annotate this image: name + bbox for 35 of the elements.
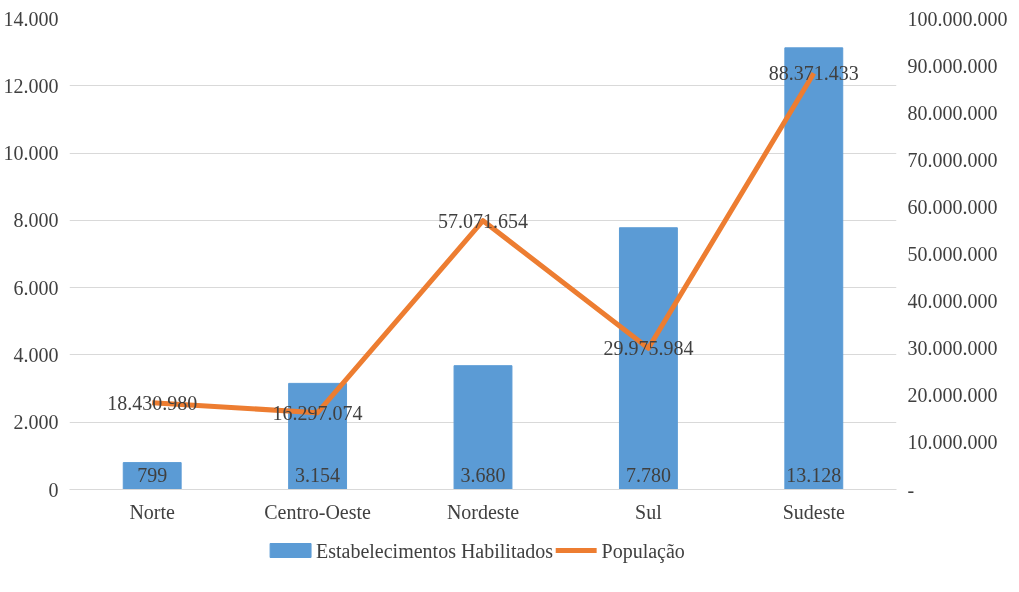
y-tick-label: 6.000 [13, 276, 59, 299]
data-label: 13.128 [786, 463, 842, 486]
bar [453, 365, 513, 490]
data-label: 3.680 [460, 463, 506, 486]
y2-tick-label: 50.000.000 [907, 243, 998, 265]
y2-tick-label: 60.000.000 [907, 195, 998, 218]
y-tick-label: 12.000 [3, 74, 59, 97]
x-tick-label: Sul [635, 500, 663, 523]
y2-tick-label: 40.000.000 [907, 290, 998, 313]
y2-tick-label: 10.000.000 [907, 431, 998, 454]
data-label: 16.297.074 [272, 401, 363, 424]
y-tick-label: 0 [48, 478, 59, 501]
y-tick-label: 14.000 [3, 7, 59, 30]
y2-tick-label: - [907, 478, 915, 501]
data-label: 3.154 [295, 463, 341, 486]
y-tick-label: 8.000 [13, 209, 59, 232]
x-tick-label: Sudeste [782, 500, 846, 523]
y-tick-label: 4.000 [13, 343, 59, 366]
data-label: 799 [137, 463, 168, 486]
legend-label: Estabelecimentos Habilitados [315, 539, 554, 562]
y-tick-label: 10.000 [3, 142, 59, 165]
x-tick-label: Nordeste [446, 500, 520, 523]
y2-tick-label: 30.000.000 [907, 337, 998, 360]
x-tick-label: Centro-Oeste [264, 500, 372, 523]
data-label: 57.071.654 [438, 209, 528, 232]
legend-label: População [601, 539, 685, 563]
data-label: 18.430.980 [107, 391, 198, 414]
y2-tick-label: 80.000.000 [907, 101, 998, 124]
y-tick-label: 2.000 [13, 411, 59, 434]
y2-tick-label: 70.000.000 [907, 148, 998, 171]
y2-tick-label: 20.000.000 [907, 384, 998, 407]
y2-tick-label: 100.000.000 [907, 7, 1008, 30]
y2-tick-label: 90.000.000 [907, 54, 998, 77]
data-label: 7.780 [625, 463, 671, 486]
x-tick-label: Norte [129, 500, 176, 523]
